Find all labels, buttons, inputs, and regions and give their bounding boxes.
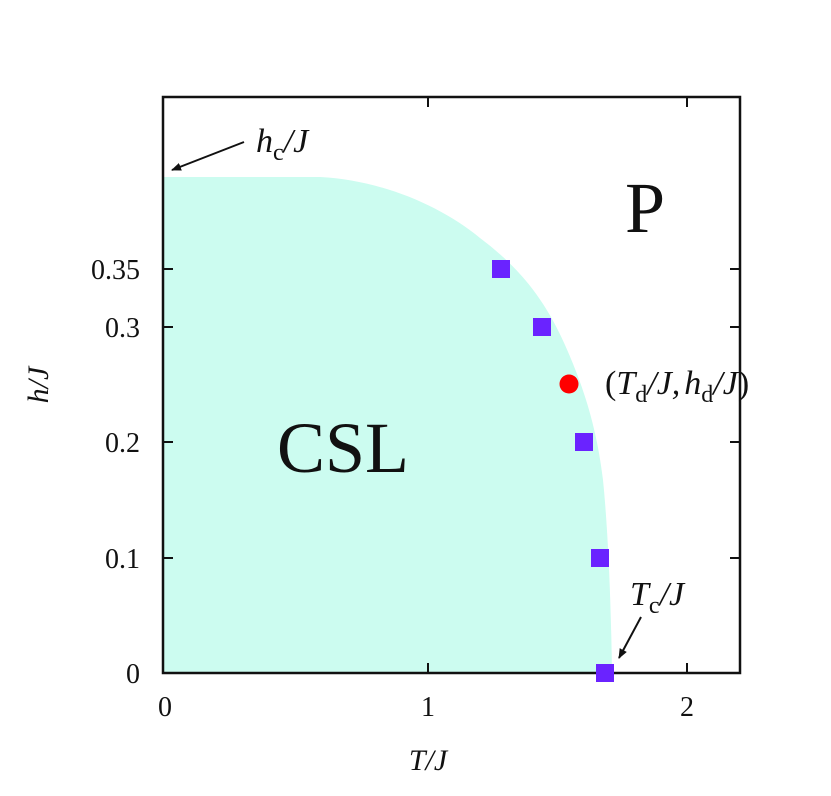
y-tick-0.1: 0.1 — [105, 544, 140, 575]
x-tick-0: 0 — [158, 692, 172, 723]
x-ticks — [427, 97, 688, 673]
x-tick-2: 2 — [680, 692, 694, 723]
td-hd-label: (Td/J, hd/J) — [605, 365, 749, 408]
marker-square — [533, 318, 551, 336]
x-tick-1: 1 — [421, 692, 435, 723]
hc-arrow — [171, 141, 245, 171]
x-axis-label: T/J — [409, 744, 449, 777]
transition-markers — [492, 260, 614, 682]
region-label-p: P — [625, 168, 665, 248]
csl-region — [163, 177, 612, 673]
marker-square — [596, 664, 614, 682]
y-axis-label: h/J — [22, 365, 55, 403]
marker-square — [492, 260, 510, 278]
y-tick-0: 0 — [126, 659, 140, 690]
marker-square — [591, 549, 609, 567]
y-tick-0.2: 0.2 — [105, 428, 140, 459]
y-tick-0.3: 0.3 — [105, 313, 140, 344]
y-tick-0.35: 0.35 — [91, 255, 140, 286]
plot-frame — [161, 95, 742, 675]
tc-arrow — [618, 616, 642, 659]
tc-label: Tc/J — [630, 576, 686, 619]
marker-square — [575, 433, 593, 451]
region-label-csl: CSL — [277, 408, 409, 488]
y-ticks — [163, 268, 740, 559]
hc-label: hc/J — [256, 123, 310, 166]
marker-td-hd — [559, 374, 579, 394]
